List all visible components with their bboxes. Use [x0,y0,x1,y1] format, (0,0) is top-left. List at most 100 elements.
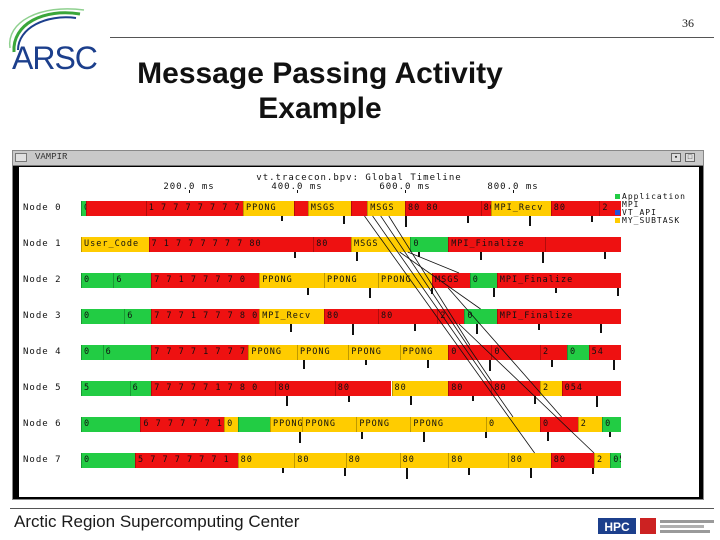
timeline-segment-app[interactable]: 6 [102,345,152,360]
timeline-segment-mpi[interactable]: 80 [324,309,378,324]
timeline-segment-app[interactable]: 0 6 [81,201,87,216]
timeline-segment-sub[interactable]: 80 [237,453,295,468]
node-timeline-track[interactable]: 0 6 7 7 1 7 7 7 7 0 PPONG PPONG PPONG MSGS 0 MPI… [81,273,621,288]
timeline-segment-mpi[interactable]: 2 [540,345,567,360]
node-timeline-track[interactable]: 0 5 7 7 7 7 7 7 1 80 80 80 80 80 80 80 2 054 [81,453,621,468]
timeline-segment-mpi[interactable]: 80 [480,201,492,216]
timeline-segment-mpi[interactable]: 7 7 1 7 7 7 7 0 [151,273,260,288]
timeline-segment-sub[interactable]: 2 [540,381,562,396]
timeline-segment-sub[interactable]: 80 [507,453,551,468]
timeline-segment-sub[interactable]: PPONG [302,417,357,432]
timeline-segment-sub[interactable]: PPONG [324,273,378,288]
timeline-segment-mpi[interactable]: 80 [334,381,392,396]
timeline-segment-app[interactable]: 0 [81,273,114,288]
timeline-segment-app[interactable]: 6 [113,273,152,288]
timeline-segment-mpi[interactable] [294,201,308,216]
timeline-segment-mpi[interactable]: MSGS [432,273,470,288]
timeline-segment-sub[interactable]: 0 [224,417,238,432]
timeline-segment-mpi[interactable]: 054 [561,381,621,396]
timeline-segment-sub[interactable]: MSGS [307,201,351,216]
timeline-segment-sub[interactable]: MSGS [351,237,411,252]
timeline-segment-app[interactable]: 054 [610,453,621,468]
timeline-segment-app[interactable]: 6 [129,381,152,396]
timeline-segment-sub[interactable]: MSGS [367,201,405,216]
timeline-segment-app[interactable]: 0 [410,237,449,252]
timeline-segment-mpi[interactable]: 54 [588,345,621,360]
timeline-segment-mpi[interactable]: 80 80 [405,201,481,216]
timeline-segment-mpi[interactable]: 80 [550,201,600,216]
timeline-segment-mpi[interactable]: 7 7 7 1 7 7 7 8 0 [151,309,260,324]
timeline-segment-app[interactable]: 0 [81,309,125,324]
legend-item[interactable]: MPI [615,200,701,209]
timeline-segment-app[interactable]: 0 [81,345,103,360]
node-timeline-track[interactable]: User_Code 7 1 7 7 7 7 7 7 80 80 MSGS 0 MPI_Fi… [81,237,621,252]
timeline-segment-sub[interactable]: 80 [345,453,400,468]
timeline-segment-mpi[interactable]: 1 7 7 7 7 7 7 7 0 [145,201,243,216]
timeline-segment-mpi[interactable]: 80 [550,453,594,468]
timeline-segment-mpi[interactable]: 6 7 7 7 7 7 1 7 [140,417,225,432]
timeline-segment-mpi[interactable]: 0 [540,417,578,432]
timeline-segment-mpi[interactable]: 80 [313,237,351,252]
timeline-segment-app[interactable]: 0 [81,453,135,468]
node-timeline-track[interactable]: 5 6 7 7 7 7 7 1 7 8 0 80 80 80 80 80 2 054 [81,381,621,396]
legend-item[interactable]: Application [615,192,701,201]
timeline-segment-app[interactable]: 5 [81,381,130,396]
timeline-segment-mpi[interactable]: 80 [275,381,335,396]
timeline-segment-mpi[interactable]: 80 [448,381,492,396]
timeline-segment-mpi[interactable]: 80 [378,309,438,324]
timeline-segment-sub[interactable]: 80 [294,453,346,468]
timeline-segment-sub[interactable]: PPONG [399,345,449,360]
timeline-segment-sub[interactable]: PPONG [356,417,411,432]
timeline-segment-mpi[interactable]: MPI_Finalize [496,309,621,324]
timeline-segment-sub[interactable]: 2 [577,417,603,432]
timeline-segment-sub[interactable]: MPI_Recv [259,309,324,324]
timeline-segment-mpi[interactable]: 5 7 7 7 7 7 7 1 [135,453,238,468]
legend-item[interactable]: VT_API [615,208,701,217]
timeline-segment-app[interactable]: 6 [124,309,152,324]
timeline-segment-app[interactable]: 0 [81,417,141,432]
minimize-button[interactable]: ▪ [671,153,681,162]
timeline-segment-sub[interactable]: PPONG [410,417,486,432]
timeline-segment-app[interactable]: 0 [602,417,621,432]
timeline-segment-sub[interactable]: 80 [448,453,508,468]
timeline-segment-app[interactable]: 0 [464,309,497,324]
timeline-segment-mpi[interactable] [545,237,621,252]
timeline-segment-sub[interactable]: 0 [486,417,540,432]
timeline-segment-sub[interactable]: PPONG [297,345,349,360]
segment-label: PPONG [246,203,277,213]
timeline-segment-sub[interactable]: 2 [594,453,611,468]
timeline-segment-mpi[interactable]: MPI_Finalize [448,237,546,252]
timeline-segment-sub[interactable]: PPONG [248,345,297,360]
timeline-segment-sub[interactable]: PPONG [378,273,432,288]
timeline-segment-sub[interactable]: 80 [391,381,449,396]
timeline-segment-sub[interactable]: 80 [399,453,449,468]
timeline-segment-mpi[interactable]: MPI_Finalize [496,273,621,288]
timeline-segment-mpi[interactable]: 7 7 7 7 7 1 7 8 0 [151,381,276,396]
timeline-segment-sub[interactable]: MPI_Recv [491,201,551,216]
timeline-segment-mpi[interactable]: 0 [491,345,540,360]
timeline-segment-sub[interactable]: PPONG [243,201,295,216]
timeline-segment-sub[interactable]: PPONG [259,273,324,288]
timeline-segment-mpi[interactable]: 7 1 7 7 7 7 7 7 80 [148,237,314,252]
node-timeline-track[interactable]: 06 7 7 7 7 7 1 70PPONGPPONGPPONGPPONG002… [81,417,621,432]
timeline-segment-app[interactable]: 0 [567,345,589,360]
timeline-segment-app[interactable]: 0 [469,273,497,288]
legend-item[interactable]: MY_SUBTASK [615,216,701,225]
timeline-segment-mpi[interactable] [351,201,368,216]
timeline-segment-app[interactable] [237,417,270,432]
timeline-segment-mpi[interactable] [86,201,146,216]
timeline-segment-mpi[interactable]: 7 7 7 7 1 7 7 7 [151,345,249,360]
window-titlebar[interactable]: VAMPIR ▪ □ [13,151,703,166]
maximize-button[interactable]: □ [685,153,695,162]
timeline-segment-mpi[interactable]: 0 [448,345,492,360]
timeline-segment-mpi[interactable]: 80 [491,381,540,396]
timeline-segment-mpi[interactable]: 2 [437,309,465,324]
node-timeline-track[interactable]: 0 6 7 7 7 7 1 7 7 7 PPONG PPONG PPONG PPONG 0 0 2… [81,345,621,360]
segment-label: 0 [494,347,501,357]
timeline-segment-sub[interactable]: User_Code [81,237,149,252]
node-timeline-track[interactable]: 0 6 7 7 7 1 7 7 7 8 0 MPI_Recv 80 80 2 0 MPI_Fin… [81,309,621,324]
timeline-segment-sub[interactable]: PPONG [348,345,400,360]
timeline-segment-sub[interactable]: PPONG [270,417,303,432]
window-menu-button[interactable] [15,153,27,162]
